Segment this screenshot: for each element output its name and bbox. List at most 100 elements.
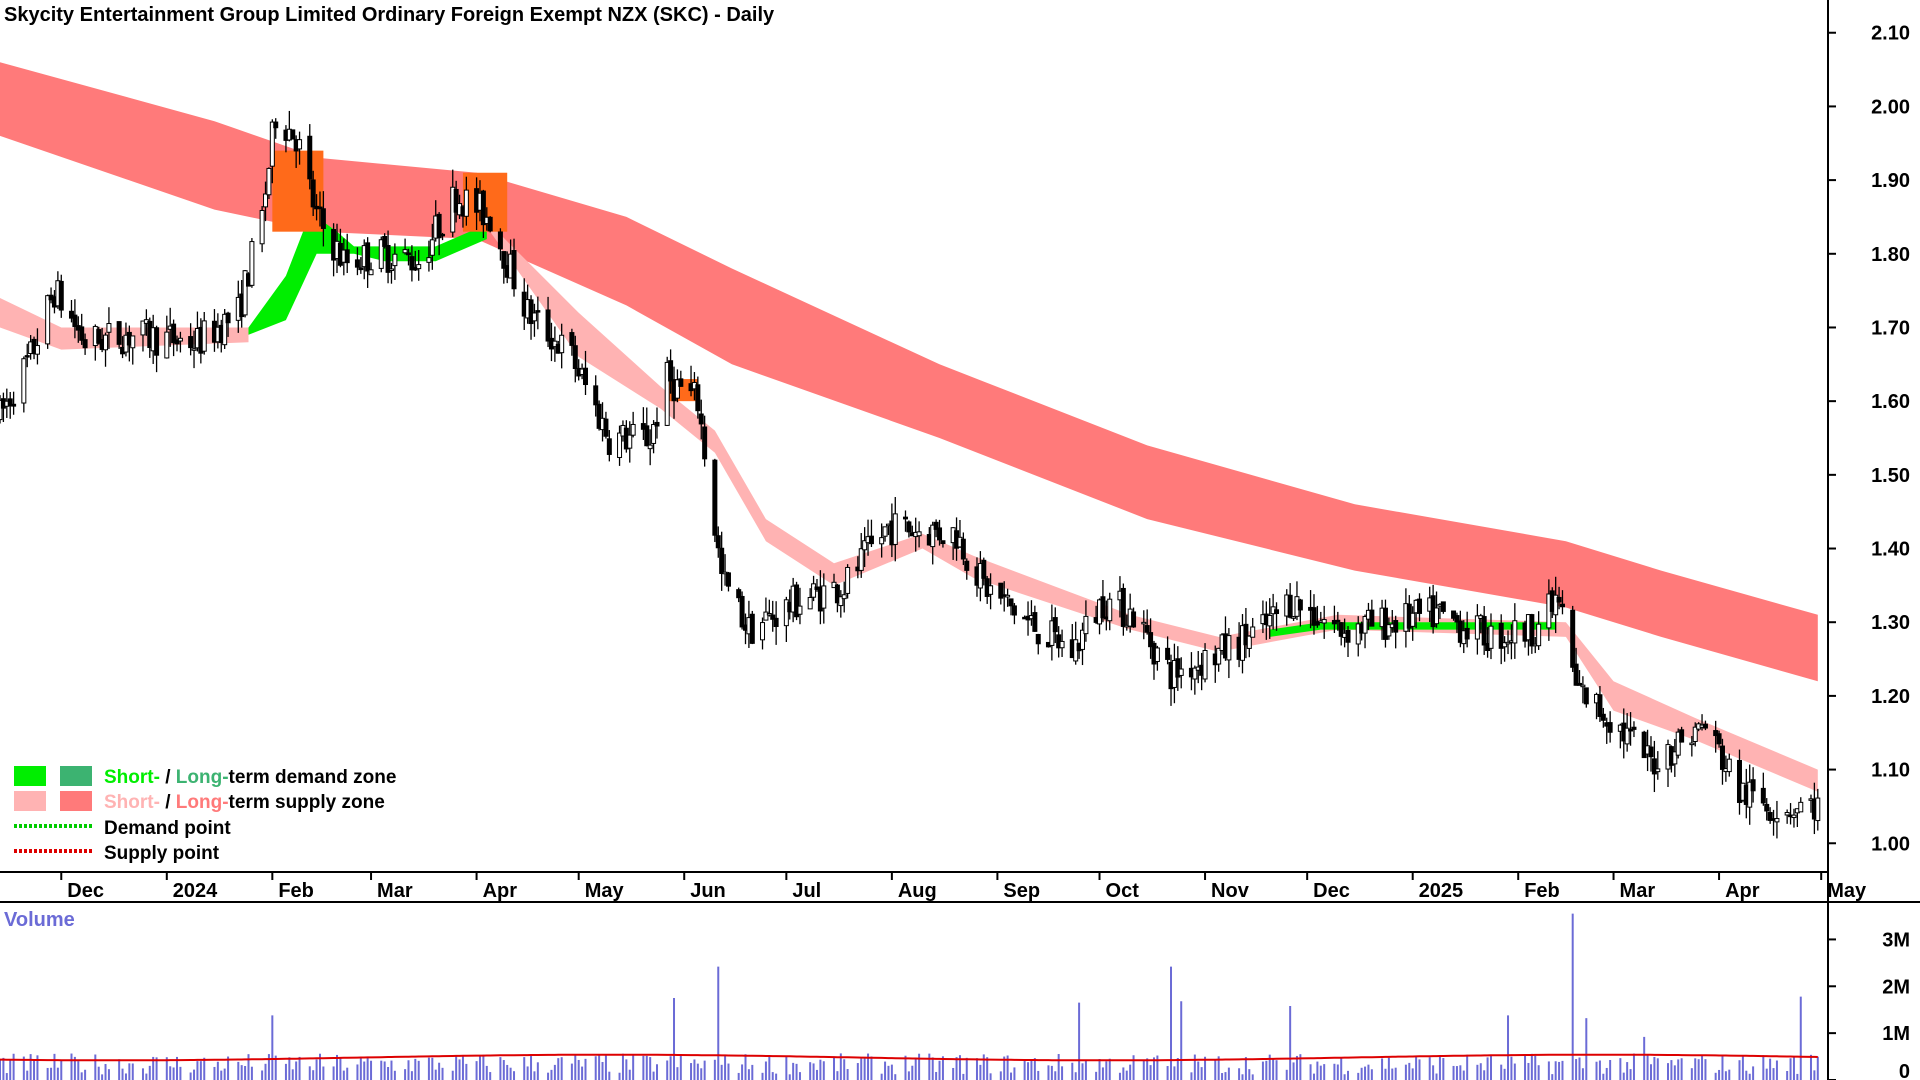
candle-body [1760,787,1766,804]
candle-body [1274,609,1280,614]
candle-body [1655,768,1661,773]
candle-body [1791,814,1797,819]
candle-body [242,270,248,316]
candle-body [1719,745,1725,770]
candle-body [760,622,766,641]
candle-body [1747,781,1753,808]
candle-body [1287,594,1293,618]
candle-body [45,295,51,345]
candle-body [405,252,411,256]
candle-body [1141,621,1147,625]
chart-title: Skycity Entertainment Group Limited Ordi… [4,4,775,26]
candle-body [1726,758,1732,773]
candle-body [603,418,609,437]
candle-body [290,129,296,140]
price-tick-label: 1.00 [1871,833,1910,855]
candle-body [24,355,30,358]
candle-body [297,139,303,150]
month-tick-label: Jul [792,880,821,902]
candle-body [1005,594,1011,598]
candle-body [1049,620,1055,646]
volume-title: Volume [4,909,75,931]
candle-body [783,599,789,627]
candle-body [79,326,85,341]
candle-body [1052,617,1058,633]
candle-body [1192,667,1198,680]
candle-body [249,241,255,286]
month-tick-label: 2024 [173,880,218,902]
candle-body [712,459,718,536]
candle-body [770,614,776,620]
candle-body [1178,668,1184,676]
month-tick-label: Nov [1211,880,1250,902]
candle-body [1553,594,1559,616]
month-tick-label: Feb [1524,880,1560,902]
legend-sep-2: / [160,792,176,813]
candle-body [821,585,827,609]
legend-swatch-short-demand [14,766,46,786]
candle-body [545,309,551,342]
candle-body [1202,649,1208,680]
price-tick-label: 1.30 [1871,612,1910,634]
candle-body [940,540,946,545]
candle-body [1434,607,1440,625]
candle-body [698,413,704,425]
candle-body [222,313,228,346]
legend-demand-suffix: term demand zone [229,767,397,788]
candle-body [617,432,623,458]
candle-body [1559,603,1565,608]
candle-body [1226,635,1232,661]
price-tick-label: 2.10 [1871,23,1910,45]
candle-body [858,548,864,571]
candle-body [838,596,844,607]
candle-body [725,572,731,587]
month-ticks: Dec 2024 Feb Mar Apr May Jun Jul Aug Sep Oct Nov Dec… [60,872,1867,902]
price-tick-label: 1.50 [1871,465,1910,487]
candle-body [1474,615,1480,640]
candle-body [1417,598,1423,614]
candle-body [116,321,122,345]
candle-body [1577,682,1583,686]
month-tick-label: Apr [1725,880,1760,902]
volume-tick-label: 1M [1882,1023,1910,1045]
candle-body [1580,684,1586,688]
candle-body [307,135,313,180]
candle-body [739,595,745,628]
candle-body [654,421,660,427]
legend-short-supply-text: Short- [104,792,160,813]
candle-body [902,516,908,520]
candle-body [736,589,742,599]
candle-body [1767,812,1773,821]
candle-body [797,605,803,615]
candle-body [1144,625,1150,633]
candle-body [130,335,136,349]
month-tick-label: Mar [1620,880,1656,902]
candle-body [378,239,384,269]
month-tick-label: Dec [67,880,104,902]
candle-body [834,584,840,604]
candle-body [862,540,868,551]
candle-body [269,121,275,167]
candle-body [1628,728,1634,732]
candle-body [1502,642,1508,648]
candle-body [1454,615,1460,623]
candle-body [988,585,994,595]
candle-body [1362,616,1368,634]
candle-body [1651,758,1657,775]
candle-body [651,423,657,444]
candle-body [1648,746,1654,758]
candle-body [140,320,146,336]
candle-body [559,334,565,354]
candle-body [1716,733,1722,745]
candle-body [763,611,769,621]
candle-body [1338,622,1344,637]
candle-body [879,537,885,545]
candle-body [1120,587,1126,627]
candle-body [1583,687,1589,705]
price-tick-label: 1.20 [1871,686,1910,708]
candle-body [358,267,364,271]
candle-body [1267,614,1273,627]
candle-body [845,566,851,594]
